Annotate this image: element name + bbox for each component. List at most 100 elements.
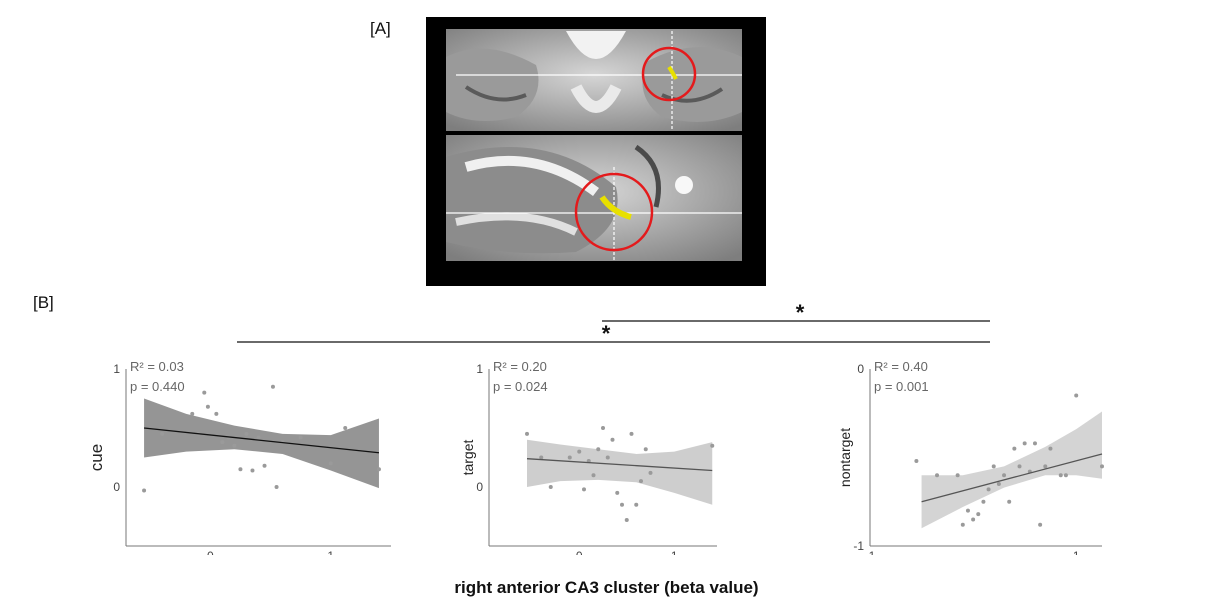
y-tick-label: 0 <box>857 362 864 376</box>
data-point <box>996 482 1001 487</box>
data-point <box>190 411 195 416</box>
data-point <box>615 490 620 495</box>
y-tick-label: -1 <box>853 539 864 553</box>
cluster-highlight-sagittal <box>599 195 632 220</box>
data-point <box>205 404 210 409</box>
data-point <box>639 479 643 484</box>
data-point <box>1032 441 1037 446</box>
data-point <box>960 522 965 527</box>
data-point <box>567 455 572 460</box>
data-point <box>596 447 601 452</box>
data-point <box>1002 473 1007 478</box>
scatter-plot-nontarget: -1 1 0 -1 R² = 0.40 p = 0.001 nontarget <box>837 359 1104 555</box>
data-point <box>142 488 147 493</box>
data-point <box>971 517 976 522</box>
confidence-band <box>144 398 379 489</box>
roi-circle-coronal <box>641 46 697 102</box>
data-point <box>1043 464 1048 469</box>
data-point <box>1058 473 1063 478</box>
data-point <box>376 467 381 472</box>
y-tick-label: 0 <box>476 480 483 494</box>
data-point <box>986 487 991 492</box>
x-tick-label: 1 <box>1073 549 1080 555</box>
data-point <box>298 435 303 440</box>
p-value-label: p = 0.001 <box>874 379 929 394</box>
data-point <box>270 384 275 389</box>
regression-line <box>143 427 380 454</box>
y-tick-label: 1 <box>113 362 120 376</box>
data-point <box>914 459 919 464</box>
y-axis-label: cue <box>87 444 106 471</box>
data-point <box>634 502 639 507</box>
data-point <box>1100 464 1104 469</box>
y-tick-label: 1 <box>476 362 483 376</box>
data-point <box>577 449 582 454</box>
data-point <box>220 440 225 445</box>
data-point <box>1022 441 1027 446</box>
y-tick-label: 0 <box>113 480 120 494</box>
data-point <box>591 473 596 478</box>
y-axis-label: target <box>460 439 476 475</box>
brain-mri-images <box>426 17 766 286</box>
x-tick-label: 0 <box>576 549 583 555</box>
data-point <box>1007 499 1012 504</box>
data-point <box>256 435 261 440</box>
data-point <box>160 431 165 436</box>
scatter-plot-target: 0 1 1 0 R² = 0.20 p = 0.024 target <box>460 359 717 555</box>
significance-brackets: * * <box>237 300 990 346</box>
data-point <box>1038 522 1043 527</box>
regression-line <box>921 453 1103 503</box>
data-point <box>328 461 333 466</box>
data-point <box>710 443 715 448</box>
data-point <box>624 518 629 523</box>
data-point <box>1012 446 1017 451</box>
data-point <box>610 437 615 442</box>
data-point <box>1074 393 1079 398</box>
coronal-slice <box>446 29 742 131</box>
sig-star-bottom: * <box>602 321 611 346</box>
data-point <box>343 426 348 430</box>
data-point <box>981 499 986 504</box>
data-point <box>1048 446 1053 451</box>
data-point <box>250 468 255 473</box>
data-point <box>232 443 237 448</box>
x-tick-label: 0 <box>207 549 214 555</box>
roi-circle-sagittal <box>574 172 654 252</box>
data-point <box>214 411 219 416</box>
data-point <box>620 502 624 507</box>
confidence-band <box>527 439 713 505</box>
data-point <box>965 508 970 513</box>
scatter-plot-cue: 0 1 1 0 R² = 0.03 p = 0.440 cue <box>87 359 391 555</box>
shared-x-axis-label: right anterior CA3 cluster (beta value) <box>454 578 759 597</box>
regression-line <box>526 458 713 472</box>
r-squared-label: R² = 0.40 <box>874 359 928 374</box>
sagittal-slice <box>446 135 742 261</box>
data-point <box>582 487 586 492</box>
data-point <box>976 512 981 517</box>
data-point <box>629 431 634 436</box>
data-point <box>525 431 529 436</box>
x-tick-label: 1 <box>327 549 334 555</box>
data-point <box>539 455 544 460</box>
x-tick-label: 1 <box>671 549 678 555</box>
cluster-highlight-coronal <box>667 65 678 80</box>
data-point <box>244 431 249 436</box>
data-point <box>262 463 267 468</box>
data-point <box>548 485 553 489</box>
data-point <box>648 470 653 475</box>
x-tick-label: -1 <box>865 549 876 555</box>
r-squared-label: R² = 0.20 <box>493 359 547 374</box>
data-point <box>1017 464 1022 469</box>
sig-star-top: * <box>796 300 805 325</box>
panel-b-label: [B] <box>33 293 54 312</box>
p-value-label: p = 0.024 <box>493 379 548 394</box>
y-axis-label: nontarget <box>837 428 853 487</box>
data-point <box>643 447 648 452</box>
data-point <box>991 464 996 469</box>
data-point <box>1063 473 1068 478</box>
p-value-label: p = 0.440 <box>130 379 185 394</box>
data-point <box>274 485 279 489</box>
data-point <box>955 473 960 478</box>
data-point <box>202 390 207 395</box>
r-squared-label: R² = 0.03 <box>130 359 184 374</box>
